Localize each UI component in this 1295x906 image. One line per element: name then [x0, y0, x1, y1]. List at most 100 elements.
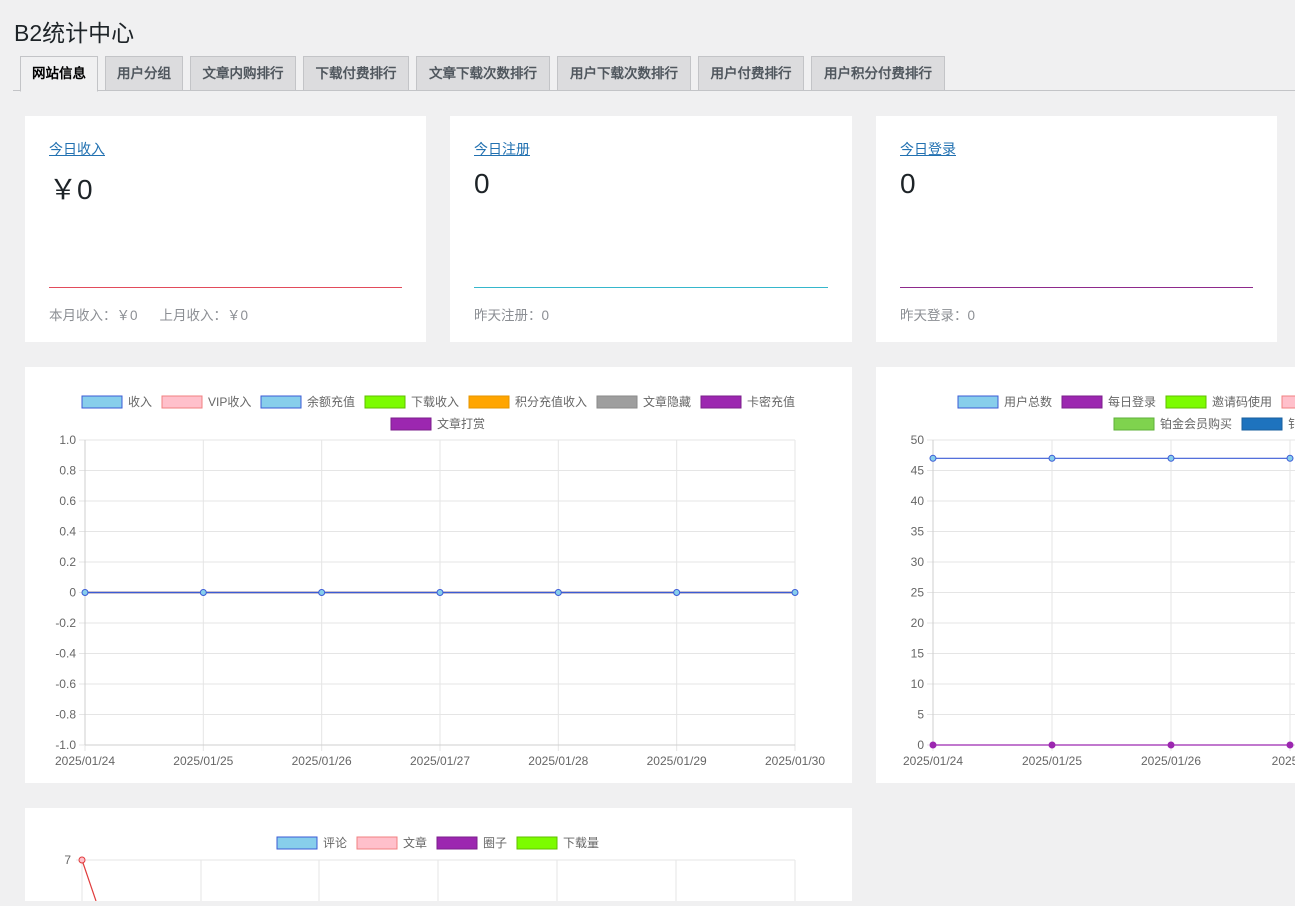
- legend-swatch: [516, 836, 558, 850]
- y-tick-label: 0.2: [59, 555, 76, 569]
- income-chart-card: 收入 VIP收入 余额充值 下载收入 积分充值收入 文章隐藏 卡密充值 文章打赏 1.0 0.8 0…: [25, 367, 852, 783]
- data-point: [1048, 454, 1056, 462]
- y-tick-label: 10: [911, 677, 925, 691]
- data-point: [1048, 741, 1056, 749]
- yesterday-registrations-value: 0: [541, 308, 550, 323]
- stat-divider: [49, 287, 402, 288]
- today-logins-value: 0: [900, 168, 916, 199]
- today-income-value: ￥0: [49, 174, 93, 205]
- data-point: [1286, 741, 1294, 749]
- legend-label: 评论: [323, 836, 347, 850]
- legend-label: 每日登录: [1108, 394, 1156, 409]
- y-tick-label: 45: [911, 464, 925, 478]
- x-tick-label: 2025/01/27: [410, 754, 470, 768]
- month-income-value: ￥0: [116, 308, 138, 323]
- y-tick-label: 25: [911, 586, 925, 600]
- legend-swatch: [161, 395, 203, 409]
- data-point: [554, 589, 562, 596]
- today-logins-link[interactable]: 今日登录: [900, 141, 956, 157]
- y-tick-label: -0.4: [55, 647, 76, 661]
- y-tick-label: 15: [911, 647, 925, 661]
- tab-site-info[interactable]: 网站信息: [20, 56, 98, 92]
- tab-article-purchase-rank[interactable]: 文章内购排行: [190, 56, 296, 91]
- legend-label: 圈子: [483, 836, 507, 850]
- income-summary: 本月收入：￥0 上月收入：￥0: [49, 304, 248, 324]
- legend-label: 用户总数: [1004, 394, 1052, 409]
- y-tick-label: 0: [917, 738, 924, 752]
- tab-bar: 网站信息 用户分组 文章内购排行 下载付费排行 文章下载次数排行 用户下载次数排…: [13, 56, 1295, 92]
- tab-download-paid-rank[interactable]: 下载付费排行: [303, 56, 409, 91]
- last-month-income-value: ￥0: [227, 308, 249, 323]
- yesterday-logins-value: 0: [967, 308, 976, 323]
- yesterday-logins-label: 昨天登录：: [900, 308, 968, 323]
- page-title: B2统计中心: [14, 20, 135, 46]
- legend-swatch: [81, 395, 123, 409]
- tab-user-points-paid-rank[interactable]: 用户积分付费排行: [811, 56, 945, 91]
- x-tick-label: 2025/01/26: [292, 754, 352, 768]
- legend-swatch: [390, 417, 432, 431]
- legend-swatch: [1165, 395, 1207, 409]
- data-point: [929, 454, 937, 462]
- today-registrations-link[interactable]: 今日注册: [474, 141, 530, 157]
- series-line: [81, 859, 97, 902]
- x-tick-label: 2025/01/26: [1141, 754, 1201, 768]
- tab-user-download-count-rank[interactable]: 用户下载次数排行: [557, 56, 691, 91]
- data-point: [929, 741, 937, 749]
- data-point: [199, 589, 207, 596]
- x-tick-label: 2025/01/30: [765, 754, 825, 768]
- legend-label: 下载收入: [411, 395, 459, 409]
- last-month-income-label: 上月收入：: [159, 308, 228, 323]
- y-tick-label: 20: [911, 616, 925, 630]
- legend-label: 文章隐藏: [643, 394, 691, 409]
- legend-swatch: [260, 395, 302, 409]
- data-point: [791, 589, 799, 596]
- y-tick-label: -0.8: [55, 708, 76, 722]
- tab-user-paid-rank[interactable]: 用户付费排行: [698, 56, 804, 91]
- x-tick-label: 2025/01/24: [55, 754, 115, 768]
- x-tick-label: 2025/0: [1272, 754, 1295, 768]
- today-income-link[interactable]: 今日收入: [49, 141, 105, 157]
- y-tick-label: 35: [911, 525, 925, 539]
- stat-card-registrations: 今日注册 0 昨天注册：0: [450, 116, 852, 342]
- legend-swatch: [596, 395, 638, 409]
- legend-label: 积分充值收入: [515, 394, 587, 409]
- legend-swatch: [468, 395, 510, 409]
- registrations-summary: 昨天注册：0: [474, 304, 549, 324]
- legend-label: 收入: [128, 395, 152, 409]
- legend-swatch: [957, 395, 999, 409]
- legend-swatch: [436, 836, 478, 850]
- legend-label: VIP收入: [208, 395, 251, 409]
- month-income-label: 本月收入：: [49, 308, 117, 323]
- data-point: [436, 589, 444, 596]
- data-point: [78, 856, 86, 864]
- y-tick-label: -1.0: [55, 738, 76, 752]
- tab-user-groups[interactable]: 用户分组: [105, 56, 183, 91]
- y-tick-label: 30: [911, 555, 925, 569]
- y-tick-label: 0.8: [59, 464, 76, 478]
- legend-swatch: [1241, 417, 1283, 431]
- stat-card-logins: 今日登录 0 昨天登录：0: [876, 116, 1277, 342]
- tab-article-download-count-rank[interactable]: 文章下载次数排行: [416, 56, 550, 91]
- y-tick-label: -0.2: [55, 616, 76, 630]
- legend-label: 下载量: [563, 836, 599, 850]
- y-tick-label: -0.6: [55, 677, 76, 691]
- y-tick-label: 0: [69, 586, 76, 600]
- legend-label: 铂金会员购买: [1160, 416, 1232, 431]
- data-point: [673, 589, 681, 596]
- legend-swatch: [1113, 417, 1155, 431]
- legend-swatch: [1061, 395, 1103, 409]
- content-chart-card: 评论 文章 圈子 下载量 7: [25, 808, 852, 902]
- x-tick-label: 2025/01/25: [173, 754, 233, 768]
- stat-divider: [474, 287, 828, 288]
- x-tick-label: 2025/01/25: [1022, 754, 1082, 768]
- x-tick-label: 2025/01/24: [903, 754, 963, 768]
- content-line-chart: 评论 文章 圈子 下载量 7: [64, 835, 796, 902]
- today-registrations-value: 0: [474, 168, 490, 199]
- data-point: [81, 589, 89, 596]
- legend-swatch: [276, 836, 318, 850]
- users-chart-card: 用户总数 每日登录 邀请码使用 铂金会员购买钅 50 45 40 35 30 25 20 15 10 5 0…: [876, 367, 1295, 783]
- data-point: [1167, 741, 1175, 749]
- y-tick-label: 7: [64, 853, 71, 867]
- data-point: [1167, 454, 1175, 462]
- legend-label: 余额充值: [307, 394, 355, 409]
